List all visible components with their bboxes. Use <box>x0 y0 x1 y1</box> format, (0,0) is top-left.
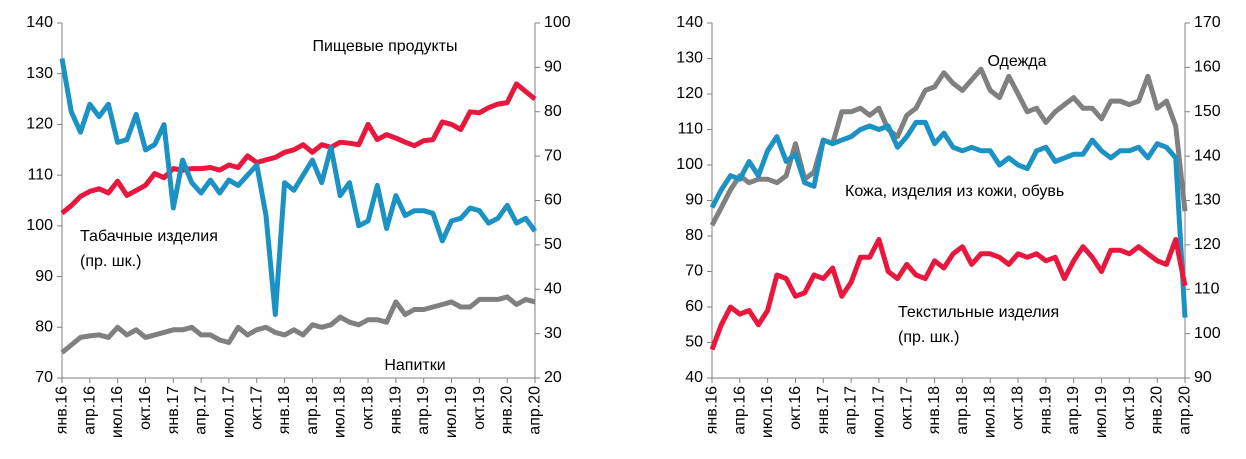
x-tick-label: янв.16 <box>704 386 721 434</box>
series-line <box>709 119 1188 318</box>
y-tick-label: 120 <box>26 116 53 133</box>
y-tick-label: 80 <box>35 319 53 336</box>
y2-tick-label: 150 <box>1194 103 1221 120</box>
x-tick-label: янв.19 <box>387 386 404 434</box>
annotation: Табачные изделия <box>80 228 218 245</box>
x-tick-label: июл.16 <box>109 386 126 438</box>
y-tick-label: 110 <box>677 121 703 138</box>
y2-tick-label: 80 <box>544 103 562 120</box>
y2-tick-label: 90 <box>544 59 562 76</box>
y2-tick-label: 90 <box>1194 369 1212 386</box>
x-tick-label: янв.18 <box>926 386 943 434</box>
y-tick-label: 100 <box>676 156 703 173</box>
x-tick-label: окт.16 <box>137 386 154 430</box>
annotation: Текстильные изделия <box>898 304 1059 321</box>
x-tick-label: апр.16 <box>731 386 748 435</box>
y2-tick-label: 120 <box>1194 236 1221 253</box>
x-tick-label: апр.17 <box>843 386 860 435</box>
x-tick-label: янв.16 <box>54 386 71 434</box>
x-tick-label: апр.19 <box>415 386 432 435</box>
series-line <box>709 237 1188 351</box>
y-tick-label: 70 <box>685 263 703 280</box>
x-tick-label: июл.17 <box>870 386 887 438</box>
y-tick-label: 140 <box>26 14 53 31</box>
y-tick-label: 130 <box>26 65 53 82</box>
x-tick-label: июл.18 <box>332 386 349 438</box>
x-tick-label: июл.19 <box>1093 386 1110 438</box>
annotation: Напитки <box>384 357 445 374</box>
x-tick-label: янв.18 <box>276 386 293 434</box>
y2-tick-label: 60 <box>544 192 562 209</box>
y2-tick-label: 70 <box>544 147 562 164</box>
x-tick-label: апр.18 <box>954 386 971 435</box>
x-tick-label: окт.17 <box>898 386 915 430</box>
y2-tick-label: 160 <box>1194 59 1221 76</box>
y-tick-label: 80 <box>685 227 703 244</box>
annotation: Пищевые продукты <box>312 38 457 55</box>
x-tick-label: апр.20 <box>1177 386 1194 435</box>
y-tick-label: 100 <box>26 217 53 234</box>
y2-tick-label: 50 <box>544 236 562 253</box>
y2-tick-label: 170 <box>1194 14 1221 31</box>
x-tick-label: янв.20 <box>499 386 516 434</box>
y2-tick-label: 20 <box>544 369 562 386</box>
annotation: (пр. шк.) <box>80 253 141 270</box>
x-tick-label: апр.19 <box>1065 386 1082 435</box>
x-tick-label: янв.20 <box>1149 386 1166 434</box>
y-tick-label: 140 <box>676 14 703 31</box>
annotation: Одежда <box>987 53 1046 70</box>
series-line <box>60 81 537 216</box>
y2-tick-label: 110 <box>1194 280 1220 297</box>
series-line <box>60 294 536 355</box>
x-tick-label: окт.19 <box>1121 386 1138 430</box>
x-tick-label: апр.20 <box>527 386 544 435</box>
y-tick-label: 90 <box>685 192 703 209</box>
y2-tick-label: 30 <box>544 325 562 342</box>
x-tick-label: окт.16 <box>787 386 804 430</box>
x-tick-label: окт.18 <box>360 386 377 430</box>
y2-tick-label: 40 <box>544 280 562 297</box>
x-tick-label: июл.18 <box>982 386 999 438</box>
y-tick-label: 60 <box>685 298 703 315</box>
x-tick-label: июл.17 <box>220 386 237 438</box>
y-tick-label: 130 <box>676 50 703 67</box>
series-line <box>59 58 538 317</box>
x-tick-label: окт.17 <box>248 386 265 430</box>
y-tick-label: 50 <box>685 334 703 351</box>
x-tick-label: янв.17 <box>815 386 832 434</box>
y-tick-label: 70 <box>35 369 53 386</box>
x-tick-label: окт.18 <box>1010 386 1027 430</box>
y-tick-label: 40 <box>685 369 703 386</box>
y2-tick-label: 100 <box>544 14 571 31</box>
y2-tick-label: 100 <box>1194 325 1221 342</box>
x-tick-label: окт.19 <box>471 386 488 430</box>
y-tick-label: 110 <box>27 166 53 183</box>
x-tick-label: апр.17 <box>193 386 210 435</box>
annotation: (пр. шк.) <box>898 329 959 346</box>
x-tick-label: янв.19 <box>1037 386 1054 434</box>
y2-tick-label: 130 <box>1194 192 1221 209</box>
x-tick-label: июл.19 <box>443 386 460 438</box>
x-tick-label: янв.17 <box>165 386 182 434</box>
y-tick-label: 120 <box>676 85 703 102</box>
x-tick-label: июл.16 <box>759 386 776 438</box>
x-tick-label: апр.16 <box>81 386 98 435</box>
y-tick-label: 90 <box>35 268 53 285</box>
y2-tick-label: 140 <box>1194 147 1221 164</box>
x-tick-label: апр.18 <box>304 386 321 435</box>
annotation: Кожа, изделия из кожи, обувь <box>845 183 1064 200</box>
